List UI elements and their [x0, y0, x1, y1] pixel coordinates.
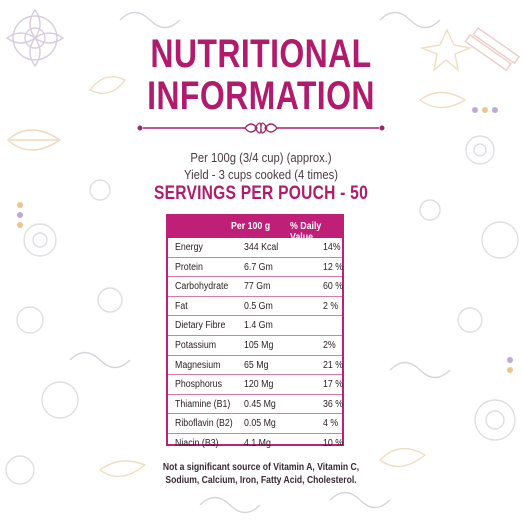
nutrient-name: Protein — [175, 261, 203, 273]
table-row: Phosphorus 120 Mg 17 % — [168, 374, 344, 394]
table-row: Niacin (B3) 4.1 Mg 10 % — [168, 432, 344, 453]
table-header: Per 100 g % Daily Value — [168, 216, 342, 243]
nutrient-name: Energy — [175, 242, 203, 253]
nutrient-amount: 120 Mg — [244, 379, 274, 391]
nutrient-name: Dietary Fibre — [175, 320, 226, 332]
per-serving-text: Per 100g (3/4 cup) (approx.) — [190, 151, 332, 165]
star-anise-icon — [419, 28, 473, 72]
footnote-line1: Not a significant source of Vitamin A, V… — [162, 462, 360, 473]
nutrient-amount: 0.45 Mg — [244, 398, 276, 410]
yield-text: Yield - 3 cups cooked (4 times) — [183, 168, 339, 182]
table-row: Thiamine (B1) 0.45 Mg 36 % — [168, 393, 344, 414]
table-row: Protein 6.7 Gm 12 % — [168, 256, 344, 277]
nutrient-name: Magnesium — [175, 359, 221, 371]
nutrient-name: Phosphorus — [175, 379, 222, 391]
table-row: Potassium 105 Mg 2% — [168, 334, 342, 355]
nutrient-daily-value: 4 % — [323, 418, 339, 430]
nutrient-daily-value: 60 % — [323, 281, 344, 293]
nutrient-amount: 65 Mg — [244, 359, 269, 371]
cinnamon-icon — [464, 27, 520, 72]
nutrient-daily-value: 2 % — [323, 300, 339, 312]
nutrient-daily-value: 36 % — [323, 398, 344, 410]
page-title-line1: NUTRITIONAL — [150, 32, 372, 76]
nutrient-name: Potassium — [175, 339, 217, 351]
header-per-100g: Per 100 g — [231, 221, 271, 232]
nutrient-daily-value: 2% — [323, 339, 336, 351]
table-row: Fat 0.5 Gm 2 % — [168, 295, 342, 316]
table-row: Energy 344 Kcal 14% — [168, 238, 342, 257]
nutrition-table: Per 100 g % Daily Value Energy 344 Kcal 14… — [166, 214, 344, 449]
page-title-line2: INFORMATION — [147, 74, 375, 118]
nutrient-name: Niacin (B3) — [175, 437, 219, 449]
nutrient-daily-value: 21 % — [323, 359, 344, 371]
footnote-line2: Sodium, Calcium, Iron, Fatty Acid, Chole… — [165, 475, 357, 486]
ornament-divider — [137, 122, 385, 134]
nutrient-amount: 0.5 Gm — [244, 300, 273, 312]
nutrient-name: Fat — [175, 300, 188, 312]
nutrient-amount: 1.4 Gm — [244, 320, 273, 332]
nutrient-daily-value: 14% — [323, 242, 341, 253]
table-row: Carbohydrate 77 Gm 60 % — [168, 276, 344, 296]
nutrient-amount: 77 Gm — [244, 281, 271, 293]
table-row: Riboflavin (B2) 0.05 Mg 4 % — [168, 413, 342, 433]
nutrient-name: Thiamine (B1) — [175, 398, 231, 410]
nutrient-amount: 6.7 Gm — [244, 261, 273, 273]
header-daily-value: % Daily Value — [290, 221, 322, 243]
flower-icon — [5, 8, 65, 68]
nutrient-amount: 105 Mg — [244, 339, 274, 351]
nutrient-name: Carbohydrate — [175, 281, 229, 293]
nutrient-daily-value: 12 % — [323, 261, 344, 273]
nutrient-daily-value: 10 % — [323, 437, 344, 449]
nutrient-name: Riboflavin (B2) — [175, 418, 233, 430]
nutrient-amount: 344 Kcal — [244, 242, 279, 253]
table-row: Magnesium 65 Mg 21 % — [168, 354, 344, 375]
leaf-icon — [6, 129, 62, 151]
nutrient-amount: 4.1 Mg — [244, 437, 271, 449]
nutrient-amount: 0.05 Mg — [244, 418, 276, 430]
nutrient-daily-value: 17 % — [323, 379, 344, 391]
table-row: Dietary Fibre 1.4 Gm — [168, 315, 342, 335]
servings-heading: SERVINGS PER POUCH - 50 — [153, 183, 369, 204]
